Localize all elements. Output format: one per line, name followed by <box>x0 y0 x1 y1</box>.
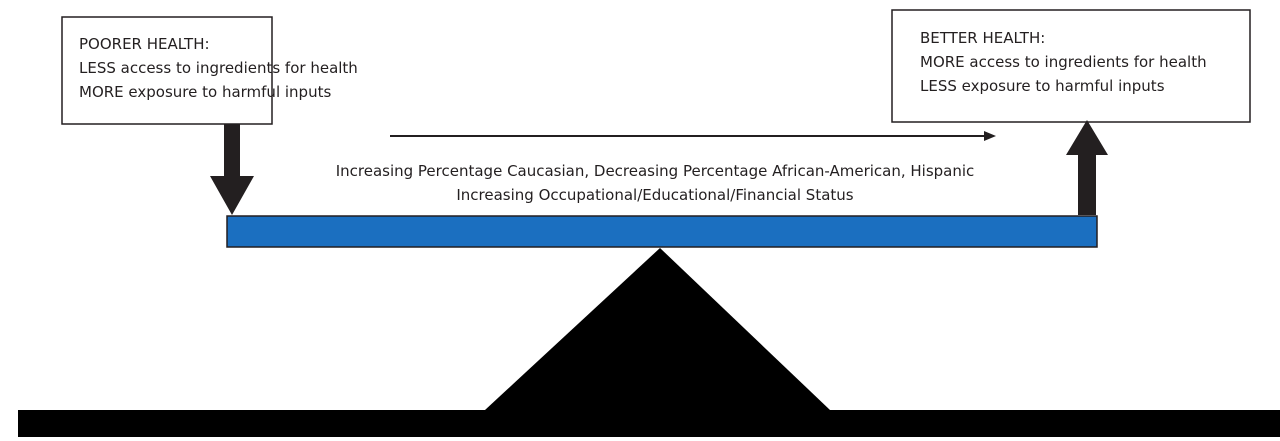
axis-label: Increasing Occupational/Educational/Fina… <box>456 186 853 204</box>
fulcrum <box>485 248 830 410</box>
box-line: LESS access to ingredients for health <box>79 59 358 77</box>
axis-label: Increasing Percentage Caucasian, Decreas… <box>336 162 975 180</box>
ground <box>18 410 1280 437</box>
left-box <box>61 16 273 125</box>
box-line: LESS exposure to harmful inputs <box>920 77 1165 95</box>
box-line: BETTER HEALTH: <box>920 29 1045 47</box>
right-box <box>891 9 1251 123</box>
box-line: POORER HEALTH: <box>79 35 210 53</box>
up-arrow <box>1066 120 1108 215</box>
box-line: MORE access to ingredients for health <box>920 53 1207 71</box>
seesaw-beam <box>226 215 1098 248</box>
down-arrow <box>210 124 254 215</box>
arrow-head <box>984 131 996 141</box>
box-line: MORE exposure to harmful inputs <box>79 83 331 101</box>
